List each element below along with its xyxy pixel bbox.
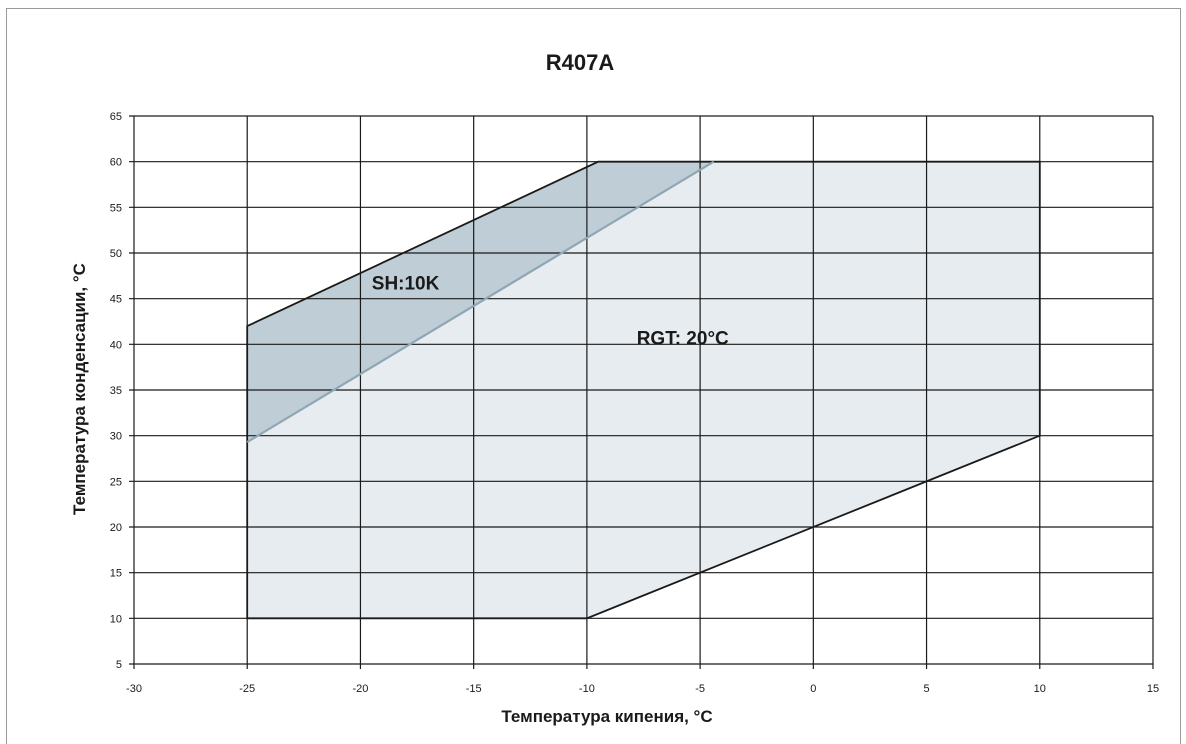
annotation-label: RGT: 20°C xyxy=(637,328,729,349)
y-tick-label: 5 xyxy=(116,659,122,671)
y-tick-label: 15 xyxy=(110,568,122,580)
x-tick-label: -25 xyxy=(239,683,255,695)
x-tick-labels: -30 -25 -20 -15 -10 -5 0 5 10 15 xyxy=(126,683,1159,695)
annotations-layer: SH:10K RGT: 20°C xyxy=(372,274,729,350)
y-tick-label: 25 xyxy=(110,476,122,488)
chart-title: R407A xyxy=(546,50,615,75)
y-tick-label: 50 xyxy=(110,248,122,260)
x-tick-label: -20 xyxy=(352,683,368,695)
x-tick-label: -30 xyxy=(126,683,142,695)
y-tick-label: 55 xyxy=(110,202,122,214)
x-tick-label: 5 xyxy=(923,683,929,695)
y-tick-labels: 5 10 15 20 25 30 35 40 45 50 55 60 65 xyxy=(110,111,122,671)
x-axis-label: Температура кипения, °C xyxy=(501,707,712,726)
x-tick-label: 15 xyxy=(1147,683,1159,695)
y-tick-label: 30 xyxy=(110,431,122,443)
x-tick-label: 0 xyxy=(810,683,816,695)
x-tick-label: 10 xyxy=(1034,683,1046,695)
y-tick-label: 35 xyxy=(110,385,122,397)
sh-10k-boundary-line xyxy=(246,160,715,444)
y-tick-label: 45 xyxy=(110,294,122,306)
y-tick-label: 60 xyxy=(110,157,122,169)
y-tick-label: 10 xyxy=(110,613,122,625)
x-tick-label: -10 xyxy=(579,683,595,695)
annotation-label: SH:10K xyxy=(372,274,440,295)
x-tick-label: -5 xyxy=(695,683,705,695)
y-tick-label: 40 xyxy=(110,339,122,351)
envelope-boundary xyxy=(246,160,1041,620)
y-axis-label: Температура конденсации, °C xyxy=(70,263,89,515)
boundaries-layer xyxy=(246,160,1041,620)
y-tick-label: 20 xyxy=(110,522,122,534)
y-tick-label: 65 xyxy=(110,111,122,123)
x-tick-label: -15 xyxy=(466,683,482,695)
